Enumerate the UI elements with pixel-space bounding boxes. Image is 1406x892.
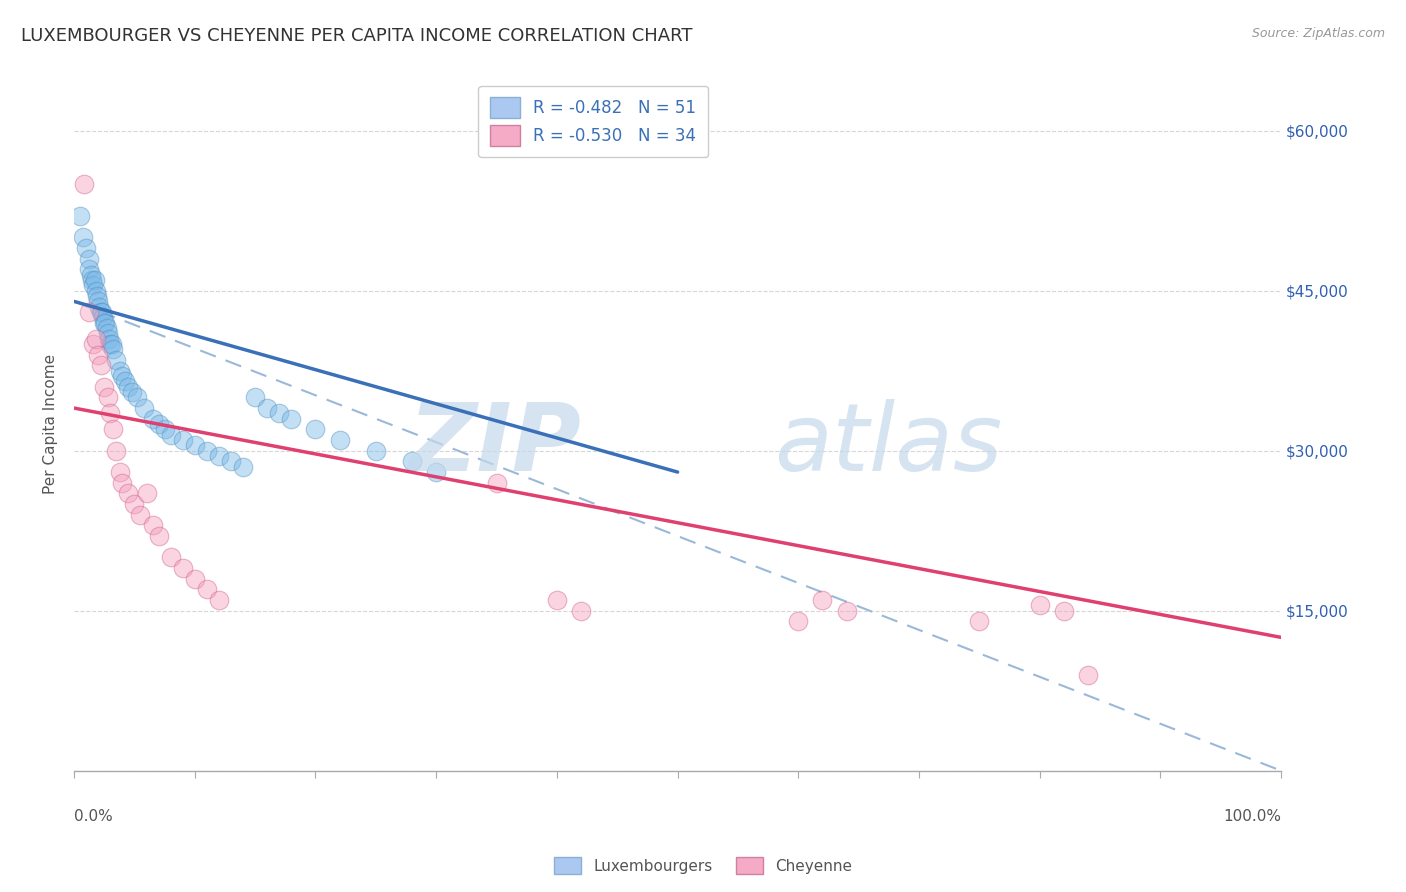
Point <box>77 305 100 319</box>
Point <box>141 518 163 533</box>
Point <box>108 364 131 378</box>
Point <box>87 294 110 309</box>
Point <box>124 497 146 511</box>
Point <box>98 337 121 351</box>
Text: 100.0%: 100.0% <box>1223 809 1281 824</box>
Point <box>100 337 122 351</box>
Point <box>82 278 104 293</box>
Point <box>148 417 170 431</box>
Point <box>304 422 326 436</box>
Point <box>77 252 100 266</box>
Point <box>108 465 131 479</box>
Point <box>485 475 508 490</box>
Point <box>153 422 176 436</box>
Point <box>401 454 423 468</box>
Point <box>425 465 447 479</box>
Point <box>125 391 148 405</box>
Point <box>172 561 194 575</box>
Point <box>98 332 121 346</box>
Point <box>184 572 207 586</box>
Point <box>129 508 152 522</box>
Point <box>114 375 136 389</box>
Point <box>141 411 163 425</box>
Point <box>208 593 231 607</box>
Point <box>75 241 97 255</box>
Point <box>811 593 834 607</box>
Point <box>132 401 155 415</box>
Point <box>82 273 104 287</box>
Point <box>569 604 592 618</box>
Point <box>97 326 120 341</box>
Point <box>969 615 991 629</box>
Point <box>89 300 111 314</box>
Point <box>1053 604 1076 618</box>
Point <box>105 353 128 368</box>
Point <box>195 443 218 458</box>
Point <box>69 209 91 223</box>
Legend: Luxembourgers, Cheyenne: Luxembourgers, Cheyenne <box>547 851 859 880</box>
Y-axis label: Per Capita Income: Per Capita Income <box>44 354 58 494</box>
Point <box>329 433 352 447</box>
Point <box>184 438 207 452</box>
Point <box>835 604 858 618</box>
Point <box>77 262 100 277</box>
Point <box>121 385 143 400</box>
Point <box>97 391 120 405</box>
Point <box>73 177 96 191</box>
Point <box>93 380 115 394</box>
Point <box>117 486 139 500</box>
Point <box>159 550 181 565</box>
Point <box>787 615 810 629</box>
Point <box>219 454 242 468</box>
Text: atlas: atlas <box>775 400 1002 491</box>
Point <box>90 305 112 319</box>
Point <box>91 310 114 325</box>
Point <box>72 230 94 244</box>
Point <box>105 443 128 458</box>
Point <box>148 529 170 543</box>
Point <box>1028 599 1050 613</box>
Point <box>117 380 139 394</box>
Text: 0.0%: 0.0% <box>75 809 112 824</box>
Text: Source: ZipAtlas.com: Source: ZipAtlas.com <box>1251 27 1385 40</box>
Point <box>93 316 115 330</box>
Point <box>90 359 112 373</box>
Point <box>86 289 108 303</box>
Point <box>195 582 218 597</box>
Point <box>94 316 117 330</box>
Point <box>208 449 231 463</box>
Point <box>84 284 107 298</box>
Point <box>80 268 103 282</box>
Point <box>101 343 124 357</box>
Point <box>1077 667 1099 681</box>
Point <box>243 391 266 405</box>
Point <box>101 422 124 436</box>
Point <box>82 337 104 351</box>
Text: ZIP: ZIP <box>408 399 581 491</box>
Point <box>172 433 194 447</box>
Text: LUXEMBOURGER VS CHEYENNE PER CAPITA INCOME CORRELATION CHART: LUXEMBOURGER VS CHEYENNE PER CAPITA INCO… <box>21 27 693 45</box>
Point <box>364 443 387 458</box>
Point <box>159 427 181 442</box>
Point <box>84 332 107 346</box>
Point <box>256 401 278 415</box>
Point <box>90 305 112 319</box>
Point <box>269 406 291 420</box>
Point <box>546 593 568 607</box>
Legend: R = -0.482   N = 51, R = -0.530   N = 34: R = -0.482 N = 51, R = -0.530 N = 34 <box>478 86 709 157</box>
Point <box>87 348 110 362</box>
Point <box>135 486 157 500</box>
Point <box>98 406 121 420</box>
Point <box>232 459 254 474</box>
Point <box>83 273 105 287</box>
Point <box>111 369 134 384</box>
Point <box>111 475 134 490</box>
Point <box>280 411 302 425</box>
Point <box>96 321 118 335</box>
